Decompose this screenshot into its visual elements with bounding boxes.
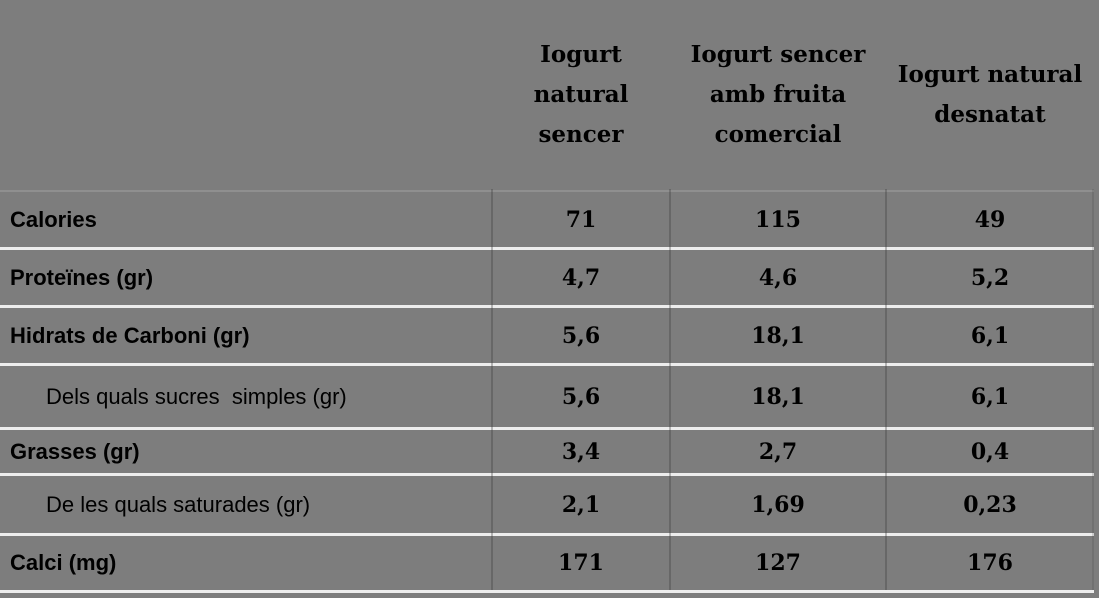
cell-value: 18,1 (751, 322, 805, 349)
table-row-grasses: Grasses (gr) 3,4 2,7 0,4 (0, 427, 1094, 473)
column-divider (491, 189, 493, 590)
header-line: Iogurt sencer (690, 41, 866, 68)
cell-value: 5,2 (970, 264, 1010, 291)
table-row-hidrats: Hidrats de Carboni (gr) 5,6 18,1 6,1 (0, 305, 1094, 363)
cell-value: 0,23 (963, 491, 1017, 518)
table-bottom-border (0, 590, 1094, 598)
header-line: amb fruita (709, 81, 847, 108)
header-line: desnatat (934, 101, 1046, 128)
header-line: natural (533, 81, 629, 108)
cell-value: 4,6 (758, 264, 798, 291)
column-header-iogurt-natural-sencer: Iogurt natural sencer (492, 0, 670, 190)
cell-value: 6,1 (970, 383, 1010, 410)
column-divider (1092, 189, 1094, 590)
table-row-saturades: De les quals saturades (gr) 2,1 1,69 0,2… (0, 473, 1094, 533)
cell-value: 6,1 (970, 322, 1010, 349)
header-line: comercial (714, 121, 842, 148)
cell-value: 2,7 (758, 438, 798, 465)
cell-value: 71 (565, 206, 597, 233)
cell-value: 3,4 (561, 438, 601, 465)
header-line: Iogurt (540, 41, 622, 68)
cell-value: 115 (755, 206, 801, 233)
row-label-indented: Dels quals sucres simples (gr) (46, 383, 347, 409)
cell-value: 0,4 (970, 438, 1010, 465)
row-label: Grasses (gr) (10, 438, 140, 464)
cell-value: 127 (755, 550, 801, 576)
row-label: Calci (mg) (10, 550, 117, 575)
cell-value: 5,6 (561, 322, 601, 349)
cell-value: 176 (967, 550, 1013, 576)
table-row-sucres-simples: Dels quals sucres simples (gr) 5,6 18,1 … (0, 363, 1094, 427)
table-row-calories: Calories 71 115 49 (0, 190, 1094, 247)
table-row-proteines: Proteïnes (gr) 4,7 4,6 5,2 (0, 247, 1094, 305)
table-header-row: Iogurt natural sencer Iogurt sencer amb … (0, 0, 1094, 190)
cell-value: 1,69 (751, 491, 805, 518)
cell-value: 4,7 (561, 264, 601, 291)
cell-value: 18,1 (751, 383, 805, 410)
header-empty-cell (0, 0, 492, 190)
cell-value: 171 (558, 550, 604, 576)
row-label: Hidrats de Carboni (gr) (10, 322, 250, 348)
cell-value: 49 (974, 206, 1006, 233)
cell-value: 2,1 (561, 491, 601, 518)
table-row-calci: Calci (mg) 171 127 176 (0, 533, 1094, 590)
cell-value: 5,6 (561, 383, 601, 410)
header-line: Iogurt natural (897, 61, 1083, 88)
header-line: sencer (538, 121, 624, 148)
column-divider (669, 189, 671, 590)
row-label: Calories (10, 206, 97, 232)
column-divider (885, 189, 887, 590)
column-header-iogurt-sencer-fruita: Iogurt sencer amb fruita comercial (670, 0, 886, 190)
row-label: Proteïnes (gr) (10, 264, 154, 290)
column-header-iogurt-desnatat: Iogurt natural desnatat (886, 0, 1094, 190)
row-label-indented: De les quals saturades (gr) (46, 491, 311, 517)
